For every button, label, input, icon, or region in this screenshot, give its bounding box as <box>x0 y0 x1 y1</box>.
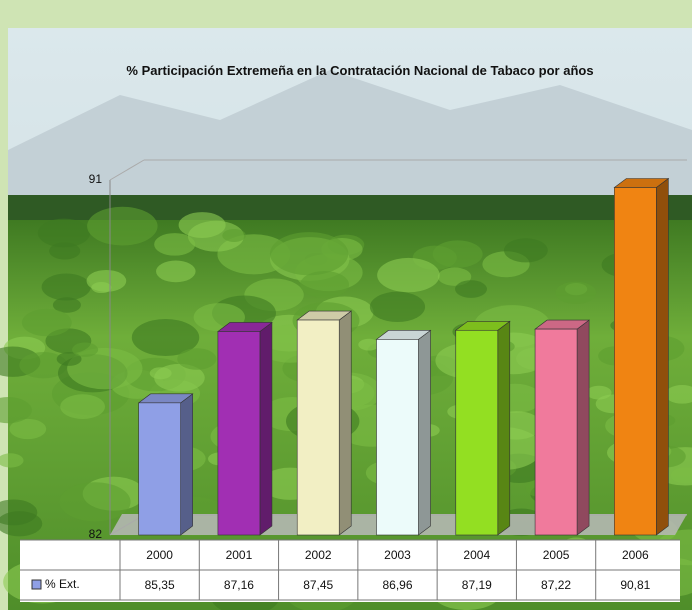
bar <box>377 339 419 535</box>
bar <box>297 320 339 535</box>
leaf <box>270 232 348 275</box>
bar-side <box>419 330 431 535</box>
leaf <box>60 482 131 521</box>
leaf <box>150 367 172 379</box>
leaf <box>300 271 349 298</box>
x-tick-label: 2001 <box>226 548 253 562</box>
leaf <box>60 394 105 419</box>
x-tick-label: 2002 <box>305 548 332 562</box>
leaf <box>504 238 548 262</box>
leaf <box>72 343 98 357</box>
value-label: 87,19 <box>462 578 492 592</box>
leaf <box>49 242 80 259</box>
value-label: 87,22 <box>541 578 571 592</box>
value-label: 86,96 <box>382 578 412 592</box>
leaf <box>556 282 597 304</box>
y-tick-label: 82 <box>89 527 103 541</box>
chart-title: % Participación Extremeña en la Contrata… <box>100 60 620 82</box>
leaf <box>156 261 196 283</box>
value-label: 85,35 <box>145 578 175 592</box>
legend-label: % Ext. <box>45 577 80 591</box>
leaf <box>370 292 425 322</box>
leaf <box>377 258 440 292</box>
x-tick-label: 2003 <box>384 548 411 562</box>
leaf <box>87 270 127 292</box>
bar-side <box>339 311 351 535</box>
y-tick-label: 91 <box>89 172 103 186</box>
leaf <box>222 229 246 242</box>
x-tick-label: 2000 <box>146 548 173 562</box>
leaf <box>22 309 72 336</box>
bar-side <box>181 394 193 535</box>
leaf <box>42 273 91 300</box>
bar-side <box>577 320 589 535</box>
leaf <box>455 280 487 298</box>
value-label: 87,16 <box>224 578 254 592</box>
x-tick-label: 2004 <box>463 548 490 562</box>
value-label: 87,45 <box>303 578 333 592</box>
bar <box>614 187 656 535</box>
bar <box>139 403 181 535</box>
leaf <box>154 233 195 256</box>
x-tick-label: 2005 <box>543 548 570 562</box>
leaf <box>586 386 611 400</box>
value-label: 90,81 <box>620 578 650 592</box>
data-table <box>20 540 680 602</box>
leaf <box>87 207 157 246</box>
page: 82 91 % Ext. 2000 85,35 2001 87,16 2002 87,45 200… <box>0 0 692 610</box>
bar <box>218 331 260 535</box>
bar <box>456 330 498 535</box>
bar-side <box>498 321 510 535</box>
legend-swatch <box>32 580 41 589</box>
leaf <box>179 212 226 238</box>
bar-side <box>260 322 272 535</box>
bar <box>535 329 577 535</box>
leaf <box>177 348 216 370</box>
chart: 82 91 % Ext. 2000 85,35 2001 87,16 2002 87,45 200… <box>0 0 692 610</box>
bar-side <box>656 178 668 535</box>
x-tick-label: 2006 <box>622 548 649 562</box>
